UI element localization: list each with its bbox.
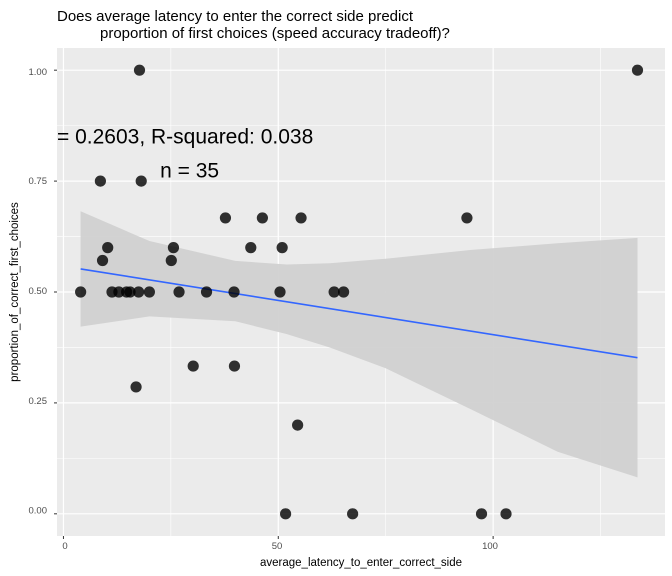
data-point-0 bbox=[133, 64, 146, 76]
points-layer bbox=[75, 64, 644, 520]
data-point-4 bbox=[219, 212, 232, 224]
regression-annotation: = 0.2603, R-squared: 0.038 bbox=[57, 125, 313, 148]
data-point-21 bbox=[173, 286, 185, 298]
data-point-25 bbox=[328, 286, 340, 298]
data-point-27 bbox=[187, 360, 199, 372]
sample-size-annotation: n = 35 bbox=[160, 160, 219, 183]
data-point-26 bbox=[337, 286, 350, 298]
data-point-18 bbox=[124, 286, 136, 298]
axis-ticks bbox=[54, 69, 494, 539]
data-point-16 bbox=[113, 286, 125, 298]
data-point-2 bbox=[94, 175, 106, 187]
data-point-20 bbox=[143, 286, 155, 298]
data-point-10 bbox=[245, 242, 257, 254]
data-point-8 bbox=[102, 242, 114, 254]
data-point-34 bbox=[500, 508, 512, 520]
data-point-12 bbox=[96, 254, 109, 267]
data-point-28 bbox=[228, 360, 241, 372]
data-point-7 bbox=[461, 212, 473, 224]
data-point-30 bbox=[292, 419, 304, 431]
x-axis-title: average_latency_to_enter_correct_side bbox=[260, 557, 462, 569]
chart-title-line-2: proportion of first choices (speed accur… bbox=[100, 25, 450, 42]
data-point-1 bbox=[631, 64, 644, 76]
data-point-24 bbox=[274, 286, 286, 298]
y-tick-label-4: 1.00 bbox=[29, 67, 48, 78]
data-point-3 bbox=[135, 175, 147, 187]
data-point-11 bbox=[276, 242, 288, 254]
x-tick-label-0: 0 bbox=[62, 541, 67, 552]
confidence-band bbox=[80, 211, 638, 478]
data-point-31 bbox=[279, 508, 292, 520]
confidence-band-layer bbox=[80, 211, 638, 478]
data-point-14 bbox=[75, 286, 87, 298]
x-tick-label-1: 50 bbox=[272, 541, 283, 552]
data-point-9 bbox=[167, 242, 180, 254]
y-tick-label-1: 0.25 bbox=[29, 396, 48, 407]
y-tick-label-0: 0.00 bbox=[29, 506, 48, 517]
y-axis-title: proportion_of_correct_first_choices bbox=[9, 202, 21, 382]
data-point-29 bbox=[130, 381, 142, 393]
fit-line-layer bbox=[80, 268, 638, 359]
y-tick-label-2: 0.50 bbox=[29, 286, 48, 297]
y-tick-label-3: 0.75 bbox=[29, 176, 48, 187]
data-point-32 bbox=[347, 508, 359, 520]
data-point-23 bbox=[228, 286, 240, 298]
regression-line bbox=[80, 268, 638, 359]
data-point-6 bbox=[295, 212, 307, 224]
data-point-5 bbox=[256, 212, 268, 224]
data-point-13 bbox=[165, 254, 177, 267]
data-point-33 bbox=[475, 508, 488, 520]
data-point-19 bbox=[133, 286, 145, 298]
data-point-22 bbox=[200, 286, 213, 298]
chart-title-line-1: Does average latency to enter the correc… bbox=[57, 8, 414, 25]
x-tick-label-2: 100 bbox=[482, 541, 498, 552]
